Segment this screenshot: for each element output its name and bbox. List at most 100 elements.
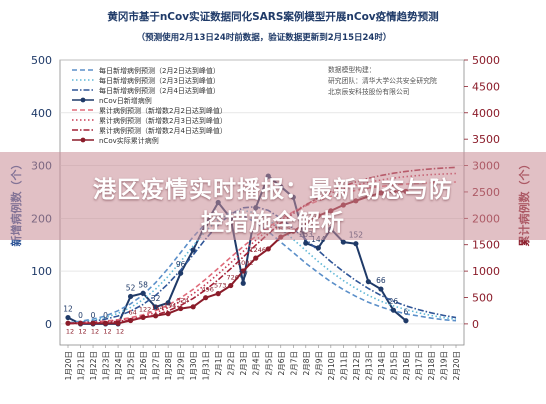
data-label-new-cases: 66 (376, 276, 386, 285)
legend-label: 每日新增病例预测（2月2日达到峰值） (99, 66, 220, 75)
headline-line-1: 港区疫情实时播报：最新动态与防 (93, 177, 453, 203)
series-point-4 (178, 305, 184, 312)
x-tick-label: 2月5日 (264, 351, 273, 376)
series-point-0 (127, 293, 134, 300)
legend-label: 每日新增病例预测（2月4日达到峰值） (99, 86, 220, 95)
x-tick-label: 1月23日 (102, 351, 111, 380)
x-tick-label: 2月13日 (364, 351, 373, 380)
data-label-cumulative: 64 (128, 309, 136, 317)
series-point-0 (353, 241, 359, 247)
series-point-4 (165, 311, 171, 317)
x-tick-label: 1月20日 (64, 351, 73, 380)
series-point-0 (190, 247, 196, 253)
y-right-tick-label: 5000 (472, 54, 500, 67)
data-label-new-cases: 77 (238, 270, 248, 279)
series-point-0 (390, 307, 397, 313)
series-point-4 (228, 282, 234, 289)
headline-overlay-band (0, 152, 546, 240)
data-label-cumulative: 573 (214, 282, 226, 290)
legend-label: nCov日新增病例 (99, 96, 152, 105)
x-tick-label: 2月19日 (439, 351, 448, 380)
chart-title: 黄冈市基于nCov实证数据同化SARS案例模型开展nCov疫情趋势预测 (107, 10, 438, 23)
legend-label: 累计病例预测（新增数2月3日达到峰值） (99, 116, 227, 125)
x-tick-label: 2月16日 (402, 351, 411, 380)
x-tick-label: 2月4日 (252, 351, 261, 376)
x-tick-label: 2月3日 (239, 351, 248, 376)
x-tick-label: 1月28日 (164, 351, 173, 380)
data-label-cumulative: 1246 (249, 246, 266, 254)
x-tick-label: 1月31日 (202, 351, 211, 380)
y-right-tick-label: 1000 (472, 265, 500, 278)
data-label-cumulative: 12 (91, 327, 99, 335)
x-tick-label: 1月21日 (77, 351, 86, 380)
x-tick-label: 2月11日 (339, 351, 348, 380)
y-right-tick-label: 1500 (472, 239, 500, 252)
data-label-cumulative: 12 (103, 327, 111, 335)
x-tick-label: 2月2日 (227, 351, 236, 376)
data-label-new-cases: 12 (63, 305, 73, 314)
chart-subtitle: （预测使用2月13日24时前数据，验证数据更新到2月15日24时） (137, 32, 392, 43)
series-point-0 (65, 314, 71, 321)
x-tick-label: 2月9日 (314, 351, 323, 376)
data-label-new-cases: 0 (91, 311, 96, 320)
series-point-0 (378, 286, 384, 292)
x-tick-label: 2月14日 (377, 351, 386, 380)
y-left-tick-label: 500 (31, 54, 52, 67)
data-label-cumulative: 1002 (237, 259, 254, 267)
x-tick-label: 2月6日 (277, 351, 286, 376)
series-point-0 (153, 304, 159, 310)
series-point-4 (127, 317, 134, 324)
data-label-cumulative: 726 (226, 274, 238, 282)
series-point-0 (140, 290, 146, 296)
data-label-new-cases: 32 (151, 294, 161, 303)
series-point-4 (265, 246, 271, 252)
series-point-4 (190, 304, 196, 310)
y-right-tick-label: 0 (472, 318, 479, 331)
data-label-new-cases: 26 (389, 297, 399, 306)
series-point-0 (403, 318, 409, 324)
x-tick-label: 1月24日 (114, 351, 123, 380)
x-tick-label: 2月15日 (389, 351, 398, 380)
x-tick-label: 1月29日 (177, 351, 186, 380)
series-point-0 (165, 300, 171, 306)
y-left-tick-label: 100 (31, 265, 52, 278)
series-point-4 (102, 320, 109, 326)
y-right-tick-label: 3500 (472, 133, 500, 146)
source-note-line: 北京辰安科技股份有限公司 (328, 87, 410, 96)
series-point-4 (140, 314, 146, 321)
x-tick-label: 2月7日 (289, 351, 298, 376)
data-label-cumulative: 194 (164, 302, 176, 310)
data-label-new-cases: 58 (138, 280, 148, 289)
data-label-cumulative: 154 (151, 304, 163, 312)
data-label-new-cases: 6 (404, 308, 409, 317)
series-point-4 (215, 291, 221, 297)
x-tick-label: 2月17日 (414, 351, 423, 380)
legend-label: nCov实际累计病例 (99, 136, 159, 145)
series-point-4 (90, 320, 96, 326)
x-tick-label: 1月27日 (152, 351, 161, 380)
x-tick-label: 1月26日 (139, 351, 148, 380)
series-line-0 (67, 175, 407, 325)
series-point-0 (315, 245, 321, 251)
legend-label: 累计病例预测（新增数2月4日达到峰值） (99, 126, 227, 135)
data-label-cumulative: 12 (116, 327, 124, 335)
series-point-0 (178, 270, 184, 276)
data-label-new-cases: 96 (176, 260, 186, 269)
x-tick-label: 2月20日 (452, 351, 461, 380)
headline-line-2: 控措施全解析 (201, 210, 345, 236)
data-label-new-cases: 0 (103, 311, 108, 320)
x-tick-label: 2月18日 (427, 351, 436, 380)
source-note-line: 数据模型构建： (328, 65, 376, 74)
x-tick-label: 2月12日 (352, 351, 361, 380)
series-point-4 (115, 320, 121, 326)
legend-label: 每日新增病例预测（2月3日达到峰值） (99, 76, 220, 85)
series-point-0 (240, 280, 246, 286)
series-point-4 (240, 268, 246, 274)
series-point-0 (365, 279, 371, 285)
series-point-0 (303, 240, 309, 246)
x-tick-label: 2月8日 (302, 351, 311, 376)
series-point-4 (153, 313, 159, 319)
y-left-tick-label: 400 (31, 107, 52, 120)
series-point-4 (253, 255, 259, 261)
legend-marker (80, 97, 86, 103)
